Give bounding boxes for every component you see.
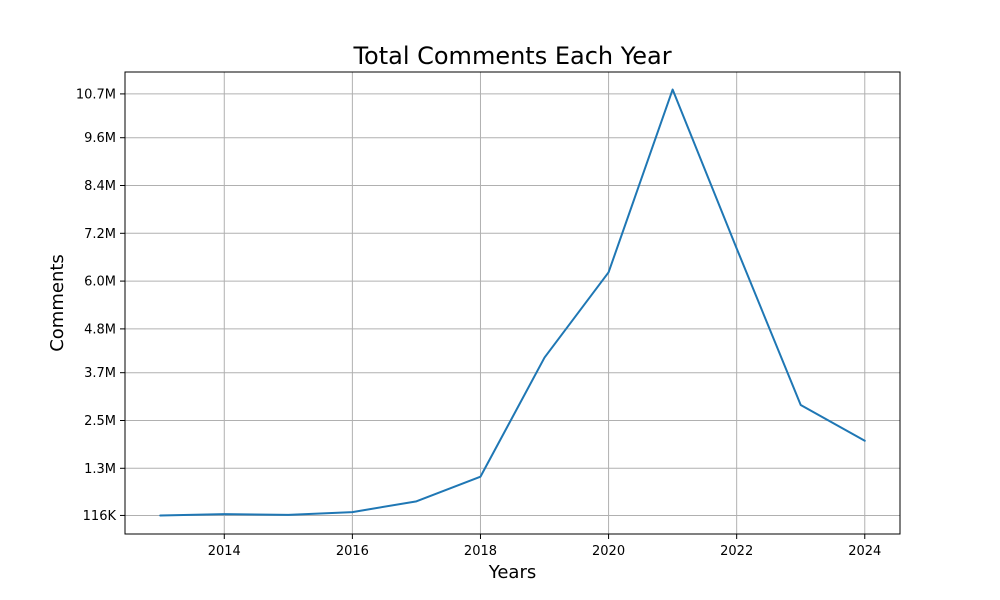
x-axis-label: Years bbox=[488, 562, 537, 583]
x-tick-label: 2020 bbox=[592, 544, 625, 559]
grid-layer bbox=[125, 72, 900, 534]
y-axis-label: Comments bbox=[47, 254, 68, 352]
y-tick-label: 3.7M bbox=[84, 366, 116, 381]
tick-layer: 2014 2016 2018 2020 2022 2024 116K 1.3M 2.5M 3.7M… bbox=[76, 87, 881, 559]
y-tick-label: 116K bbox=[83, 509, 117, 524]
x-tick-label: 2024 bbox=[848, 544, 881, 559]
y-tick-label: 4.8M bbox=[84, 322, 116, 337]
x-tick-label: 2014 bbox=[208, 544, 241, 559]
x-tick-label: 2018 bbox=[464, 544, 497, 559]
x-tick-label: 2022 bbox=[720, 544, 753, 559]
y-tick-label: 9.6M bbox=[84, 131, 116, 146]
y-tick-label: 1.3M bbox=[84, 462, 116, 477]
y-tick-label: 7.2M bbox=[84, 227, 116, 242]
y-tick-label: 10.7M bbox=[76, 87, 116, 102]
series-line bbox=[159, 88, 866, 517]
series-layer bbox=[159, 88, 866, 517]
plot-frame bbox=[124, 71, 901, 535]
y-tick-label: 6.0M bbox=[84, 275, 116, 290]
y-tick-label: 8.4M bbox=[84, 179, 116, 194]
y-tick-label: 2.5M bbox=[84, 414, 116, 429]
x-tick-label: 2016 bbox=[336, 544, 369, 559]
chart-title: Total Comments Each Year bbox=[352, 42, 671, 70]
